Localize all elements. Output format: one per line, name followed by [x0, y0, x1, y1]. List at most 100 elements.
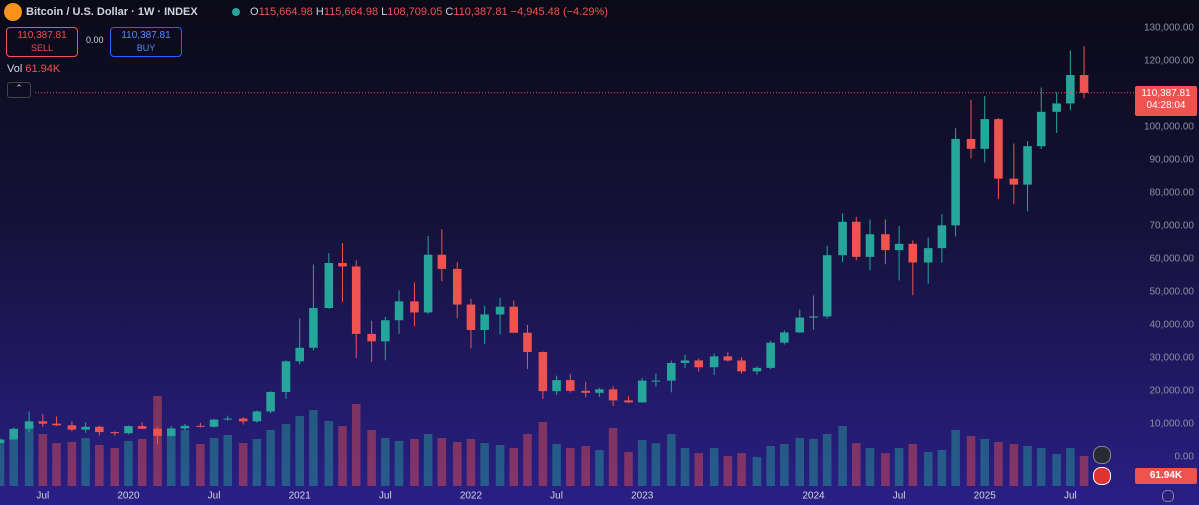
volume-bar: [1079, 456, 1089, 486]
volume-bar: [908, 444, 918, 486]
volume-bar: [110, 448, 120, 486]
candle-body: [166, 428, 176, 436]
buy-label: BUY: [136, 43, 156, 53]
y-tick-label: 30,000.00: [1150, 353, 1195, 364]
volume-bar: [24, 425, 34, 486]
volume-bar: [252, 439, 262, 486]
candle-body: [766, 342, 775, 368]
candle-body: [566, 380, 575, 391]
candle-body: [651, 380, 661, 382]
candle-body: [95, 426, 104, 433]
volume-bar: [865, 448, 875, 486]
low: 108,709.05: [387, 6, 443, 18]
volume-bar: [223, 435, 233, 486]
sell-label: SELL: [30, 43, 54, 53]
volume-bar: [381, 438, 390, 486]
volume-bar: [608, 428, 618, 486]
candle-body: [723, 356, 733, 361]
volume-bar: [951, 430, 960, 486]
candle-body: [351, 266, 361, 334]
volume-bar: [822, 434, 832, 486]
candle-body: [81, 426, 90, 430]
symbol[interactable]: Bitcoin / U.S. Dollar · 1W · INDEX: [26, 6, 198, 18]
candle-body: [153, 428, 162, 436]
candle-body: [752, 367, 762, 372]
candle-body: [281, 361, 291, 392]
h-label: H: [315, 6, 324, 18]
candle-body: [381, 320, 390, 342]
volume-bar: [923, 452, 933, 486]
volume-bar: [238, 443, 248, 486]
candle-body: [24, 421, 34, 429]
candle-body: [624, 400, 633, 403]
x-tick-label: Jul: [550, 491, 563, 502]
candle-body: [196, 425, 205, 427]
x-tick-label: Jul: [1064, 491, 1077, 502]
candle-body: [137, 426, 147, 429]
volume-bar: [295, 416, 304, 486]
sell-button[interactable]: 110,387.81 SELL: [6, 27, 78, 57]
volume-bar: [752, 457, 762, 486]
candle-body: [394, 301, 404, 321]
volume-bar: [367, 430, 376, 486]
x-tick-label: Jul: [893, 491, 906, 502]
volume-bar: [538, 422, 548, 486]
volume-bar: [137, 439, 147, 486]
volume-bar: [95, 445, 104, 486]
candle-body: [894, 243, 904, 251]
candle-body: [737, 360, 746, 372]
candle-body: [694, 360, 704, 368]
last-price: 110,387.81: [1141, 88, 1191, 99]
candle-body: [223, 418, 233, 420]
candle-body: [595, 389, 604, 393]
y-tick-label: 40,000.00: [1150, 320, 1195, 331]
candle-body: [851, 221, 861, 257]
candle-body: [110, 432, 120, 434]
candle-body: [324, 262, 334, 309]
buy-button[interactable]: 110,387.81 BUY: [110, 27, 182, 57]
volume-bar: [423, 434, 433, 486]
candle-body: [994, 119, 1003, 179]
candle-body: [523, 332, 532, 353]
x-tick-label: Jul: [36, 491, 49, 502]
candle-body: [466, 304, 476, 330]
volume-bar: [166, 434, 176, 486]
volume-bar: [437, 438, 447, 486]
volume-bar: [410, 439, 419, 486]
candle-body: [295, 347, 304, 362]
candle-body: [0, 439, 5, 444]
volume-bar: [0, 444, 5, 486]
volume-bar: [523, 434, 532, 486]
flag-icon[interactable]: [1093, 467, 1111, 485]
volume-bar: [624, 452, 633, 486]
x-tick-label: 2020: [117, 491, 140, 502]
candle-body: [780, 332, 789, 343]
candle-body: [1066, 75, 1075, 104]
settings-icon[interactable]: [1162, 490, 1174, 502]
candle-body: [180, 425, 190, 429]
volume-bar: [1066, 448, 1075, 486]
close: 110,387.81: [453, 6, 508, 18]
volume-badge: 61.94K: [1135, 468, 1197, 484]
candle-body: [1009, 178, 1019, 185]
volume-bar: [566, 448, 575, 486]
events-icon[interactable]: [1093, 446, 1111, 464]
candle-body: [980, 119, 990, 149]
volume-bar: [1023, 446, 1032, 486]
candle-body: [509, 306, 519, 333]
candle-body: [410, 301, 419, 313]
candle-body: [881, 234, 890, 251]
candle-body: [52, 423, 61, 426]
collapse-button[interactable]: ⌃: [7, 82, 31, 98]
open: 115,664.98: [258, 6, 313, 18]
vol-value: 61.94K: [25, 63, 61, 75]
candle-body: [822, 255, 832, 317]
volume-bar: [338, 426, 347, 486]
candle-body: [209, 419, 219, 427]
volume-bar: [9, 430, 18, 486]
l-label: L: [381, 6, 388, 18]
candle-body: [495, 306, 505, 315]
candle-body: [966, 138, 976, 149]
